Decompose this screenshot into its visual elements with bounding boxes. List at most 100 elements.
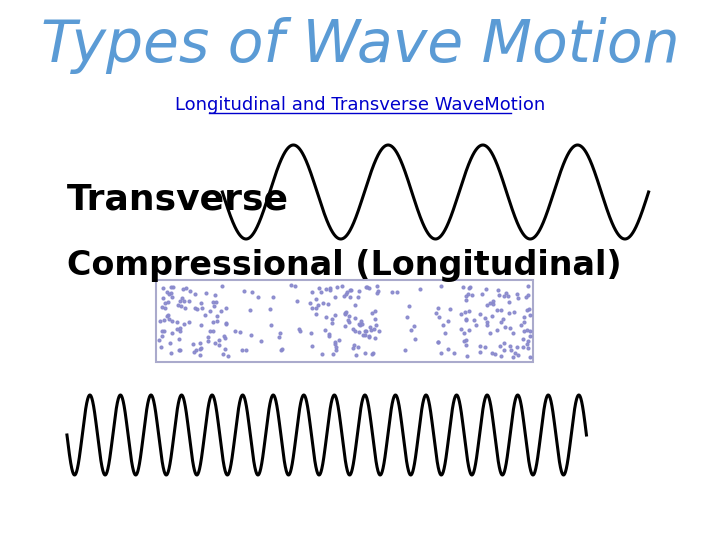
Point bbox=[163, 289, 175, 298]
Point bbox=[512, 350, 523, 359]
Point bbox=[353, 293, 364, 302]
Point bbox=[442, 345, 454, 353]
Point bbox=[489, 349, 500, 358]
Point bbox=[503, 309, 515, 318]
Point bbox=[310, 304, 322, 313]
Bar bbox=[156, 280, 534, 362]
Point bbox=[432, 338, 444, 346]
Point bbox=[522, 344, 534, 353]
Point bbox=[505, 345, 517, 354]
Point bbox=[364, 332, 375, 340]
Point bbox=[236, 346, 248, 354]
Point bbox=[345, 286, 356, 294]
Point bbox=[178, 319, 189, 328]
Point bbox=[356, 317, 367, 326]
Point bbox=[324, 286, 336, 294]
Point bbox=[157, 294, 168, 303]
Point bbox=[517, 335, 528, 343]
Point bbox=[456, 310, 467, 319]
Point bbox=[220, 333, 231, 342]
Point bbox=[462, 352, 473, 360]
Point bbox=[343, 318, 355, 327]
Point bbox=[474, 342, 486, 350]
Point bbox=[484, 329, 495, 338]
Point bbox=[183, 318, 194, 326]
Point bbox=[442, 316, 454, 325]
Point bbox=[507, 329, 518, 338]
Point bbox=[328, 350, 339, 359]
Point bbox=[320, 312, 332, 321]
Text: Compressional (Longitudinal): Compressional (Longitudinal) bbox=[67, 248, 621, 281]
Point bbox=[197, 304, 208, 313]
Point bbox=[521, 326, 533, 334]
Point bbox=[323, 300, 334, 309]
Point bbox=[509, 349, 521, 357]
Point bbox=[291, 297, 302, 306]
Point bbox=[163, 315, 175, 323]
Point bbox=[347, 344, 359, 353]
Point bbox=[330, 342, 342, 351]
Point bbox=[315, 288, 327, 296]
Point bbox=[470, 321, 482, 330]
Point bbox=[158, 326, 169, 335]
Point bbox=[178, 285, 189, 293]
Point bbox=[210, 298, 221, 306]
Point bbox=[179, 297, 190, 306]
Point bbox=[474, 347, 485, 356]
Point bbox=[512, 343, 523, 352]
Point bbox=[504, 341, 516, 350]
Point bbox=[312, 301, 324, 309]
Point bbox=[524, 310, 536, 319]
Point bbox=[504, 323, 516, 332]
Point bbox=[387, 287, 398, 296]
Point bbox=[252, 292, 264, 301]
Point bbox=[340, 308, 351, 316]
Point bbox=[495, 318, 507, 327]
Point bbox=[343, 312, 355, 321]
Point bbox=[463, 284, 474, 293]
Point bbox=[153, 335, 165, 344]
Point bbox=[349, 314, 361, 322]
Point bbox=[155, 343, 166, 352]
Point bbox=[354, 287, 365, 295]
Point bbox=[369, 315, 381, 323]
Point bbox=[320, 285, 332, 293]
Point bbox=[245, 330, 256, 339]
Point bbox=[219, 345, 230, 354]
Point bbox=[256, 337, 267, 346]
Point bbox=[191, 305, 202, 314]
Point bbox=[202, 336, 214, 345]
Point bbox=[487, 312, 498, 321]
Point bbox=[463, 307, 474, 315]
Point bbox=[516, 320, 527, 329]
Point bbox=[174, 327, 186, 335]
Point bbox=[187, 340, 199, 348]
Point bbox=[463, 325, 474, 334]
Point bbox=[372, 286, 384, 295]
Point bbox=[306, 288, 318, 296]
Point bbox=[171, 318, 182, 326]
Point bbox=[402, 313, 413, 321]
Point bbox=[455, 325, 467, 333]
Point bbox=[194, 345, 206, 353]
Point bbox=[436, 349, 447, 357]
Point bbox=[207, 318, 219, 327]
Point bbox=[189, 348, 200, 356]
Text: Longitudinal and Transverse WaveMotion: Longitudinal and Transverse WaveMotion bbox=[175, 96, 545, 114]
Point bbox=[347, 325, 359, 334]
Point bbox=[350, 351, 361, 360]
Point bbox=[499, 323, 510, 332]
Point bbox=[522, 336, 534, 345]
Point bbox=[461, 336, 472, 345]
Point bbox=[195, 343, 207, 352]
Point bbox=[319, 326, 330, 335]
Point bbox=[518, 327, 530, 335]
Point bbox=[324, 330, 336, 339]
Point bbox=[432, 338, 444, 346]
Point bbox=[480, 314, 491, 322]
Point bbox=[366, 350, 378, 359]
Point bbox=[274, 333, 285, 342]
Point bbox=[356, 320, 367, 328]
Point bbox=[432, 303, 444, 312]
Point bbox=[184, 297, 195, 306]
